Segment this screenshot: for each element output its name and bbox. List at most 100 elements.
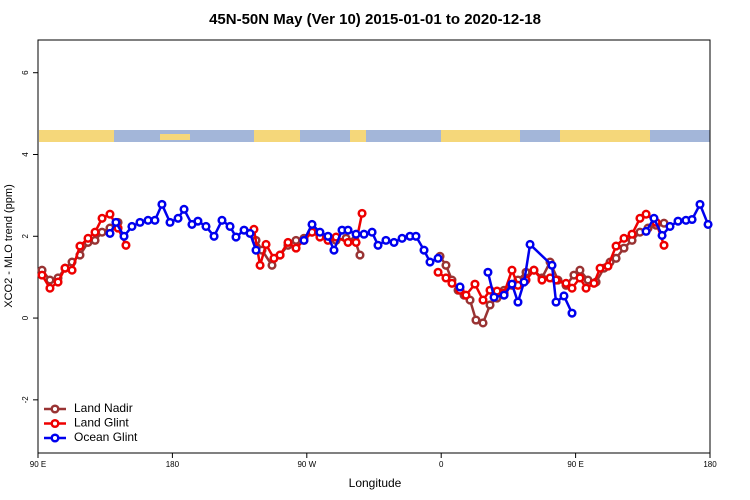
data-point bbox=[157, 199, 167, 209]
data-point bbox=[703, 219, 713, 229]
data-point bbox=[119, 231, 129, 241]
data-point bbox=[323, 231, 333, 241]
data-point bbox=[513, 297, 523, 307]
map-land bbox=[160, 134, 190, 140]
legend-marker bbox=[50, 418, 60, 429]
data-point bbox=[659, 240, 669, 250]
x-tick-label: 0 bbox=[439, 460, 444, 469]
data-point bbox=[307, 219, 317, 229]
data-point bbox=[291, 243, 301, 253]
legend-label: Land Glint bbox=[74, 416, 129, 430]
x-axis-title: Longitude bbox=[349, 476, 402, 490]
data-point bbox=[525, 239, 535, 250]
plot-frame bbox=[37, 39, 711, 454]
chart-title: 45N-50N May (Ver 10) 2015-01-01 to 2020-… bbox=[209, 11, 541, 28]
data-point bbox=[373, 240, 383, 250]
x-tick-label: 90 E bbox=[567, 460, 583, 469]
data-point bbox=[165, 217, 175, 227]
data-point bbox=[45, 283, 55, 293]
data-point bbox=[567, 283, 577, 293]
data-point bbox=[201, 221, 211, 232]
data-point bbox=[351, 237, 361, 247]
data-point bbox=[389, 237, 399, 247]
data-point bbox=[193, 216, 203, 226]
data-point bbox=[619, 233, 629, 243]
legend-label: Ocean Glint bbox=[74, 430, 138, 444]
data-point bbox=[60, 263, 70, 273]
data-point bbox=[519, 277, 529, 287]
data-point bbox=[231, 232, 241, 242]
data-point bbox=[351, 229, 361, 239]
map-strip bbox=[39, 130, 710, 142]
data-point bbox=[245, 228, 255, 238]
data-point bbox=[627, 229, 637, 239]
data-point bbox=[641, 209, 651, 219]
data-point bbox=[611, 241, 621, 251]
data-point bbox=[575, 265, 585, 275]
data-point bbox=[478, 295, 488, 305]
data-point bbox=[425, 257, 435, 267]
legend-label: Land Nadir bbox=[74, 401, 133, 415]
data-point bbox=[367, 227, 377, 237]
data-point bbox=[381, 235, 391, 245]
data-point bbox=[537, 275, 547, 285]
data-point bbox=[90, 235, 100, 245]
data-point bbox=[471, 315, 481, 325]
data-point bbox=[143, 215, 153, 225]
data-point bbox=[105, 228, 115, 238]
y-tick-label: 6 bbox=[21, 70, 30, 75]
data-point bbox=[483, 267, 493, 277]
data-point bbox=[359, 229, 369, 239]
data-point bbox=[121, 240, 131, 250]
data-point bbox=[97, 227, 107, 237]
data-point bbox=[529, 265, 539, 275]
data-point bbox=[150, 215, 160, 225]
y-tick-label: -2 bbox=[21, 396, 30, 404]
data-point bbox=[67, 265, 77, 275]
data-point bbox=[37, 270, 47, 280]
x-tick-label: 180 bbox=[166, 460, 180, 469]
data-point bbox=[695, 199, 705, 209]
x-tick-label: 90 W bbox=[297, 460, 316, 469]
legend-marker bbox=[50, 404, 60, 414]
data-point bbox=[499, 290, 509, 300]
data-point bbox=[665, 221, 675, 232]
data-point bbox=[411, 231, 421, 241]
data-point bbox=[329, 245, 339, 255]
data-point bbox=[261, 239, 271, 250]
data-point bbox=[551, 297, 561, 307]
data-point bbox=[397, 233, 407, 243]
map-ocean bbox=[650, 130, 710, 142]
data-point bbox=[611, 253, 621, 263]
data-point bbox=[127, 221, 137, 232]
data-point bbox=[485, 300, 495, 310]
data-point bbox=[447, 278, 457, 288]
data-point bbox=[575, 273, 585, 283]
data-point bbox=[75, 241, 85, 251]
x-tick-label: 180 bbox=[703, 460, 717, 469]
data-point bbox=[687, 214, 697, 225]
data-point bbox=[179, 204, 189, 214]
data-point bbox=[315, 227, 325, 237]
y-tick-label: 0 bbox=[21, 315, 30, 320]
data-point bbox=[561, 278, 571, 288]
data-point bbox=[355, 250, 365, 260]
data-point bbox=[209, 231, 219, 241]
data-point bbox=[470, 279, 480, 289]
data-point bbox=[225, 221, 235, 232]
data-point bbox=[135, 217, 145, 227]
data-point bbox=[441, 260, 451, 270]
data-point bbox=[105, 209, 115, 219]
data-point bbox=[83, 233, 93, 243]
data-point bbox=[45, 275, 55, 285]
data-point bbox=[489, 292, 499, 302]
data-point bbox=[255, 260, 265, 270]
data-point bbox=[441, 273, 451, 283]
data-point bbox=[581, 283, 591, 293]
data-point bbox=[673, 216, 683, 226]
x-tick-label: 90 E bbox=[30, 460, 46, 469]
data-point bbox=[343, 237, 353, 247]
